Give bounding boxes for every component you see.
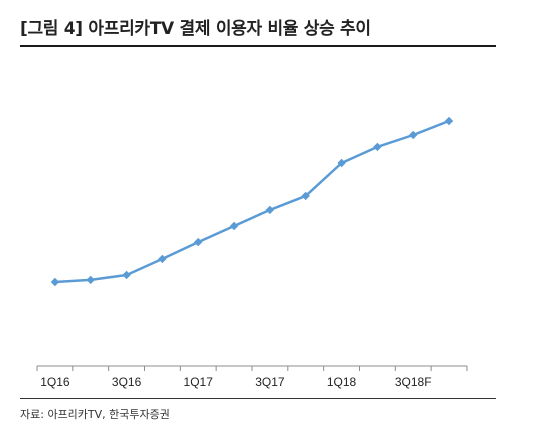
data-point: [229, 221, 239, 231]
source-note: 자료: 아프리카TV, 한국투자증권: [20, 408, 170, 421]
x-tick-label: 1Q17: [184, 375, 214, 389]
x-tick-label: 3Q17: [255, 375, 285, 389]
series-line: [54, 119, 450, 284]
data-point: [86, 275, 95, 285]
data-point: [50, 277, 60, 287]
data-point: [194, 237, 203, 247]
data-point: [409, 130, 418, 140]
x-tick-label: 3Q18F: [395, 375, 432, 389]
data-point: [158, 254, 167, 264]
data-point: [373, 142, 382, 152]
data-point: [444, 116, 454, 126]
figure-title: [그림 4] 아프리카TV 결제 이용자 비율 상승 추이: [20, 19, 371, 39]
data-point: [301, 191, 310, 201]
data-point: [337, 158, 346, 168]
bottom-rule: [20, 398, 496, 399]
top-rule: [20, 45, 496, 47]
data-point: [265, 205, 275, 215]
data-point: [122, 270, 131, 280]
x-tick-label: 3Q16: [112, 375, 142, 389]
x-tick-label: 1Q16: [40, 375, 70, 389]
x-tick-label: 1Q18: [327, 375, 357, 389]
